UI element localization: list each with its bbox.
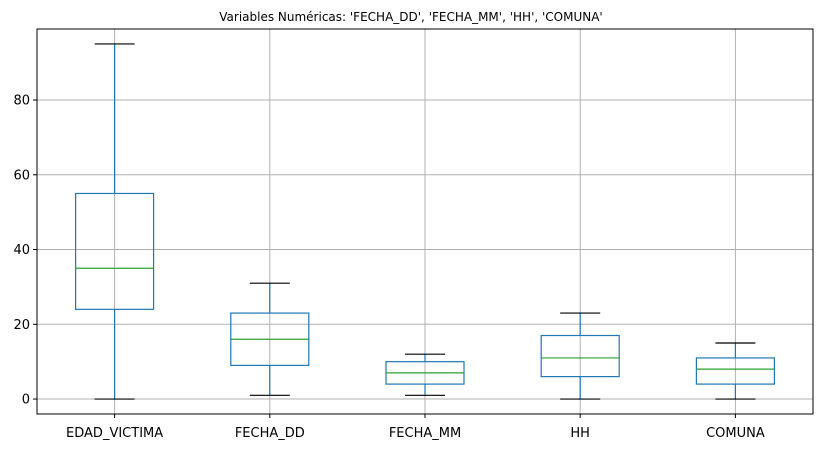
y-tick-label: 80 [13, 94, 30, 109]
box-iqr [540, 334, 620, 378]
x-tick-label: EDAD_VICTIMA [66, 426, 163, 441]
box-group [74, 43, 155, 400]
box-group [695, 342, 776, 400]
chart-title: Variables Numéricas: 'FECHA_DD', 'FECHA_… [219, 10, 602, 24]
box-group [230, 282, 310, 396]
box-group [385, 353, 465, 396]
x-tick-label: COMUNA [706, 426, 765, 441]
y-tick-label: 60 [13, 168, 30, 183]
box-layer [74, 43, 776, 400]
box-iqr [74, 192, 155, 310]
x-tick-label: FECHA_DD [235, 426, 305, 441]
x-tick-label: HH [570, 426, 590, 441]
plot-frame [36, 28, 814, 415]
box-iqr [695, 357, 776, 385]
tick-layer: 0 20 40 60 80 EDAD_VICTIMA FECHA_DD FECHA_MM HH C… [13, 94, 764, 441]
box-group [540, 312, 620, 400]
y-tick-label: 40 [13, 243, 30, 258]
y-tick-label: 0 [22, 393, 30, 408]
y-tick-label: 20 [13, 318, 30, 333]
x-tick-label: FECHA_MM [389, 426, 461, 441]
